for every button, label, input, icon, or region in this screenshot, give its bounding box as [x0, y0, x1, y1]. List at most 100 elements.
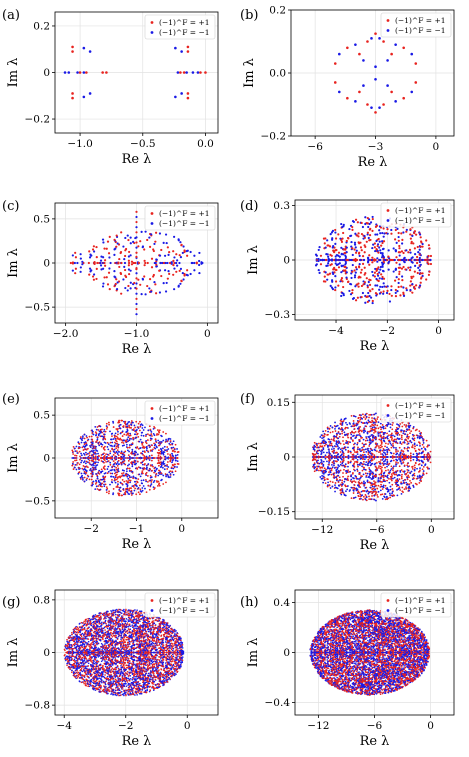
- data-point-odd: [135, 292, 138, 295]
- data-point-odd: [103, 441, 106, 444]
- data-point-odd: [153, 434, 156, 437]
- data-point-odd: [123, 258, 126, 261]
- data-point-even: [358, 420, 361, 423]
- data-point-even: [380, 459, 382, 461]
- data-point-odd: [335, 263, 339, 267]
- data-point-odd: [394, 291, 397, 295]
- data-point-even: [412, 242, 415, 245]
- data-point-odd: [328, 467, 331, 470]
- data-point-even: [124, 274, 127, 277]
- data-point-odd: [382, 480, 385, 483]
- data-point-even: [165, 481, 167, 484]
- data-point-even: [149, 428, 152, 431]
- data-point-even: [93, 457, 96, 459]
- data-point-odd: [370, 106, 373, 109]
- data-point-even: [121, 494, 124, 497]
- x-tick-label: −2: [83, 523, 98, 535]
- data-point-even: [195, 261, 198, 264]
- data-point-even: [330, 469, 333, 472]
- data-point-odd: [99, 483, 102, 486]
- data-point-even: [160, 457, 163, 459]
- data-point-odd: [396, 434, 399, 436]
- y-tick-label: −0.2: [25, 114, 51, 126]
- data-point-odd: [359, 434, 361, 437]
- data-point-odd: [82, 461, 85, 464]
- data-point-even: [380, 428, 382, 431]
- data-point-even: [342, 231, 345, 235]
- data-point-even: [408, 428, 411, 431]
- data-point-odd: [132, 457, 135, 459]
- data-point-even: [135, 241, 138, 244]
- data-point-odd: [339, 463, 342, 466]
- data-point-even: [82, 449, 85, 451]
- data-point-odd: [164, 233, 168, 236]
- data-point-even: [368, 233, 372, 237]
- data-point-odd: [387, 448, 390, 450]
- data-point-odd: [324, 246, 327, 249]
- data-point-even: [316, 467, 319, 470]
- data-point-odd: [396, 483, 399, 486]
- data-point-even: [175, 270, 178, 273]
- data-point-odd: [117, 443, 120, 446]
- data-point-even: [373, 246, 376, 249]
- data-point-even: [121, 472, 123, 475]
- data-point-odd: [396, 290, 399, 293]
- data-point-odd: [367, 450, 370, 452]
- data-point-even: [375, 491, 378, 493]
- data-point-odd: [129, 269, 132, 272]
- data-point-even: [173, 447, 176, 450]
- y-tick-label: 0.5: [33, 213, 50, 225]
- data-point-even: [132, 261, 135, 265]
- data-point-odd: [367, 225, 370, 229]
- data-point-even: [358, 483, 360, 485]
- data-point-odd: [126, 428, 129, 431]
- data-point-odd: [129, 481, 132, 484]
- data-point-even: [351, 453, 354, 456]
- data-point-odd: [321, 437, 324, 440]
- data-point-even: [127, 454, 130, 457]
- data-point-odd: [164, 449, 167, 452]
- data-point-odd: [386, 451, 389, 454]
- data-point-odd: [122, 245, 125, 248]
- x-tick-label: 0: [204, 328, 211, 340]
- data-point-even: [375, 484, 377, 487]
- data-point-even: [406, 471, 409, 474]
- panel-label: (c): [2, 199, 19, 214]
- data-point-odd: [87, 438, 90, 441]
- data-point-even: [95, 267, 98, 271]
- data-point-even: [401, 438, 403, 441]
- data-point-even: [336, 478, 338, 481]
- data-point-even: [74, 272, 77, 275]
- data-point-odd: [382, 457, 385, 460]
- data-point-even: [395, 438, 398, 441]
- scatter-points: [71, 419, 180, 497]
- data-point-odd: [118, 463, 120, 465]
- data-point-even: [144, 261, 147, 265]
- data-point-odd: [335, 470, 338, 473]
- data-point-even: [137, 478, 140, 481]
- data-point-even: [106, 283, 110, 286]
- data-point-even: [149, 474, 152, 477]
- data-point-odd: [115, 450, 118, 453]
- data-point-even: [116, 437, 119, 439]
- data-point-even: [159, 455, 162, 458]
- data-point-odd: [378, 229, 381, 232]
- data-point-odd: [356, 484, 359, 487]
- data-point-odd: [319, 476, 322, 478]
- data-point-odd: [97, 442, 100, 444]
- data-point-odd: [363, 422, 366, 424]
- data-point-odd: [312, 447, 315, 449]
- data-point-even: [398, 247, 401, 250]
- data-point-odd: [401, 275, 404, 278]
- data-point-even: [361, 262, 365, 265]
- data-point-odd: [145, 446, 148, 449]
- data-point-odd: [356, 443, 359, 446]
- data-point-even: [71, 45, 74, 49]
- data-point-even: [351, 270, 354, 273]
- data-point-odd: [120, 648, 123, 650]
- data-point-odd: [386, 487, 389, 489]
- data-point-odd: [411, 437, 414, 440]
- data-point-odd: [135, 272, 138, 275]
- data-point-odd: [374, 488, 376, 491]
- data-point-odd: [130, 457, 133, 459]
